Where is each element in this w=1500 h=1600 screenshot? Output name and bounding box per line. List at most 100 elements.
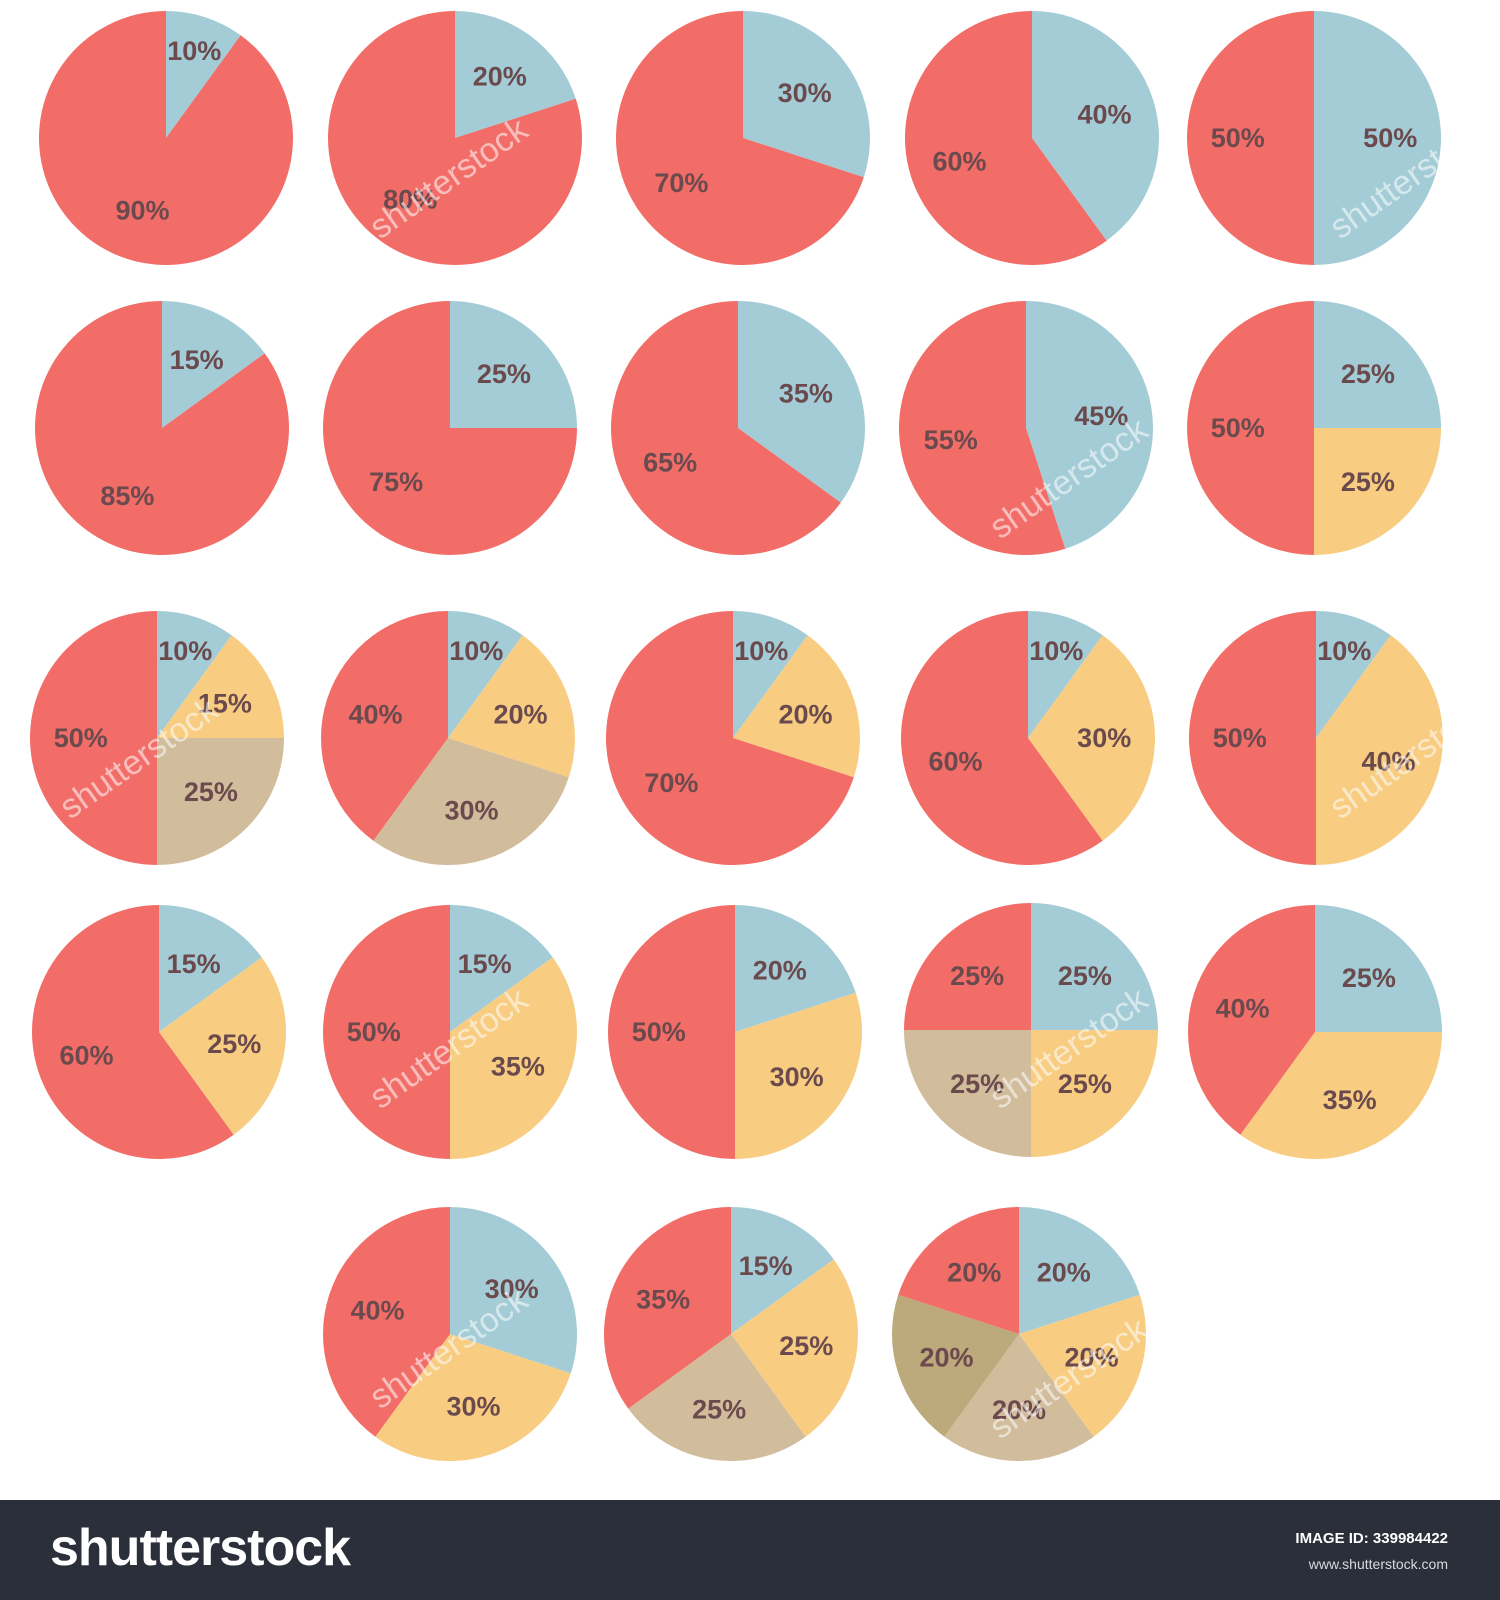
pie-slice: [904, 903, 1031, 1030]
pie-slice: [1189, 611, 1316, 865]
pie-chart-2: 20% 80%: [327, 11, 582, 265]
slice-label: 65%: [643, 448, 697, 478]
pie-slice: [605, 611, 854, 866]
pie-chart-17: 15% 35% 50%: [323, 905, 578, 1159]
pie-chart-11: 10% 15% 25% 50%: [30, 611, 284, 865]
slice-label: 25%: [1342, 963, 1396, 993]
pie-slice: [735, 905, 856, 1032]
pie-slice: [735, 992, 862, 1159]
slice-label: 10%: [734, 636, 788, 666]
slice-label: 20%: [753, 955, 807, 985]
pie-slice: [162, 301, 265, 428]
pie-slice: [733, 635, 860, 778]
slice-label: 20%: [1064, 1343, 1118, 1373]
pie-slice: [733, 611, 808, 738]
pie-slice: [320, 611, 448, 841]
slice-label: 20%: [947, 1257, 1001, 1287]
slice-label: 30%: [446, 1392, 500, 1422]
slice-label: 10%: [1317, 636, 1371, 666]
pie-chart-1: 10% 90%: [39, 10, 294, 265]
shutterstock-logo: shutterstock: [50, 1519, 351, 1577]
slice-label: 25%: [477, 359, 531, 389]
slice-label: 25%: [779, 1331, 833, 1361]
pie-chart-4: 40% 60%: [905, 11, 1160, 265]
slice-label: 25%: [1341, 467, 1395, 497]
pie-slice: [731, 1207, 834, 1334]
pie-slice: [738, 301, 866, 503]
slice-label: 50%: [1211, 413, 1265, 443]
pie-slice: [322, 1207, 450, 1437]
pie-chart-18: 20% 30% 50%: [608, 905, 862, 1159]
pie-slice: [450, 1207, 577, 1374]
slice-label: 50%: [54, 723, 108, 753]
slice-label: 20%: [493, 700, 547, 730]
slice-label: 50%: [347, 1017, 401, 1047]
slice-label: 25%: [1058, 1069, 1112, 1099]
pie-slice: [1316, 635, 1444, 865]
slice-label: 25%: [950, 1069, 1004, 1099]
pie-slice: [35, 301, 290, 555]
slice-label: 25%: [184, 777, 238, 807]
pie-slice: [450, 905, 553, 1032]
slice-label: 50%: [1363, 123, 1417, 153]
slice-label: 15%: [198, 688, 252, 718]
pie-chart-8: 35% 65%: [611, 301, 866, 555]
pie-slice: [32, 905, 234, 1159]
slice-label: 15%: [167, 949, 221, 979]
pie-slice: [1019, 1294, 1146, 1437]
pie-slice: [157, 611, 232, 738]
pie-slice: [450, 957, 578, 1159]
slice-label: 35%: [491, 1052, 545, 1082]
slice-label: 15%: [458, 949, 512, 979]
slice-label: 10%: [449, 636, 503, 666]
slice-label: 15%: [170, 345, 224, 375]
site-url: www.shutterstock.com: [1308, 1556, 1448, 1572]
slice-label: 40%: [1215, 994, 1269, 1024]
slice-label: 20%: [992, 1395, 1046, 1425]
pie-slice: [1019, 1207, 1140, 1334]
pie-slice: [39, 11, 294, 265]
pie-chart-21: 30% 30% 40%: [322, 1207, 577, 1462]
slice-label: 10%: [1029, 636, 1083, 666]
pie-slice: [898, 1207, 1019, 1334]
slice-label: 55%: [924, 425, 978, 455]
slice-label: 85%: [100, 481, 154, 511]
footer-bar: shutterstock IMAGE ID: 339984422 www.shu…: [0, 1500, 1500, 1600]
pie-chart-16: 15% 25% 60%: [32, 904, 287, 1159]
slice-label: 35%: [779, 378, 833, 408]
pie-slice: [1314, 11, 1441, 265]
slice-label: 40%: [350, 1296, 404, 1326]
pie-chart-7: 25% 75%: [323, 301, 577, 555]
slice-label: 10%: [167, 36, 221, 66]
pie-chart-20: 25% 35% 40%: [1187, 905, 1442, 1160]
pie-slice: [450, 301, 577, 428]
slice-label: 70%: [654, 168, 708, 198]
pie-slice: [375, 1334, 571, 1462]
slice-label: 75%: [369, 467, 423, 497]
pie-chart-15: 10% 40% 50%: [1189, 611, 1444, 865]
pie-chart-22: 15% 25% 25% 35%: [603, 1207, 859, 1462]
pie-slice: [603, 1207, 731, 1409]
pie-slice: [1031, 1030, 1158, 1157]
slice-label: 30%: [1077, 723, 1131, 753]
pie-slice: [944, 1334, 1094, 1462]
slice-label: 30%: [444, 796, 498, 826]
pie-slice: [448, 611, 523, 738]
pie-slice: [327, 11, 582, 265]
pie-slice: [157, 635, 284, 738]
slice-label: 25%: [207, 1029, 261, 1059]
pie-slice: [1187, 905, 1315, 1135]
pie-slice: [30, 611, 157, 865]
pie-slice: [904, 1030, 1031, 1157]
slice-label: 10%: [158, 636, 212, 666]
pie-chart-19: 25% 25% 25% 25%: [904, 903, 1158, 1157]
pie-slice: [159, 957, 287, 1135]
pie-slice: [628, 1334, 806, 1462]
pie-slice: [1187, 11, 1314, 265]
pie-slice: [448, 635, 575, 778]
pie-slice: [743, 11, 870, 178]
pie-chart-5: 50% 50%: [1187, 11, 1441, 265]
pie-slice: [1026, 301, 1153, 549]
pie-chart-3: 30% 70%: [615, 10, 870, 265]
pie-slice: [611, 301, 841, 555]
